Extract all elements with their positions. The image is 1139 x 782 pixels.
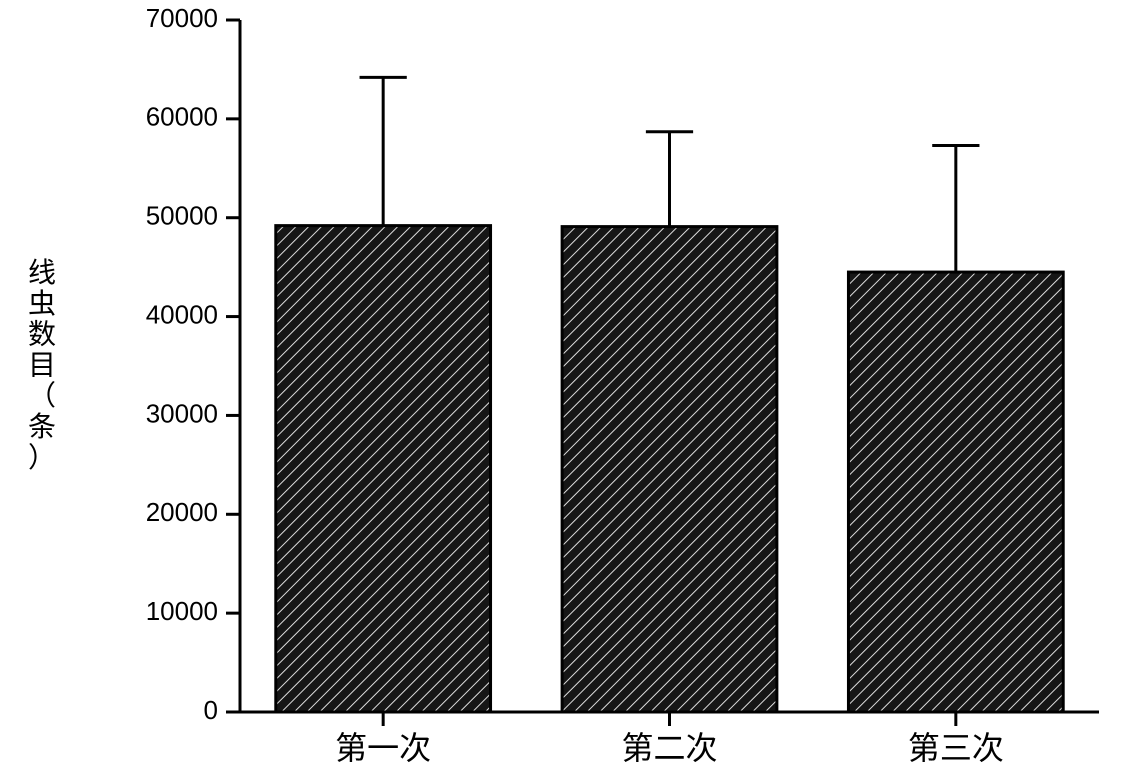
y-axis-label-char: 目: [28, 350, 56, 381]
y-axis-label-char: ）: [28, 442, 56, 474]
bar: [848, 272, 1063, 712]
svg-text:30000: 30000: [146, 398, 218, 428]
category-label: 第二次: [621, 730, 717, 766]
svg-text:60000: 60000: [146, 102, 218, 132]
y-axis-label-char: 数: [28, 319, 56, 351]
bar: [562, 227, 777, 712]
category-label: 第三次: [908, 730, 1004, 766]
y-axis-label-char: 虫: [28, 288, 56, 320]
svg-text:0: 0: [204, 695, 218, 725]
chart-container: 0 10000 20000 30000 40000 50000 60000 70000 第一次 第…: [0, 0, 1139, 782]
y-axis-label-char: 线: [28, 257, 56, 289]
category-label: 第一次: [335, 730, 431, 766]
svg-text:70000: 70000: [146, 3, 218, 33]
bar: [276, 226, 491, 712]
svg-text:50000: 50000: [146, 201, 218, 231]
svg-text:40000: 40000: [146, 299, 218, 329]
y-axis-label-char: （: [28, 380, 56, 412]
svg-text:10000: 10000: [146, 596, 218, 626]
bar-chart: 0 10000 20000 30000 40000 50000 60000 70000 第一次 第…: [0, 0, 1139, 782]
y-axis-label-char: 条: [28, 411, 56, 443]
svg-text:20000: 20000: [146, 497, 218, 527]
